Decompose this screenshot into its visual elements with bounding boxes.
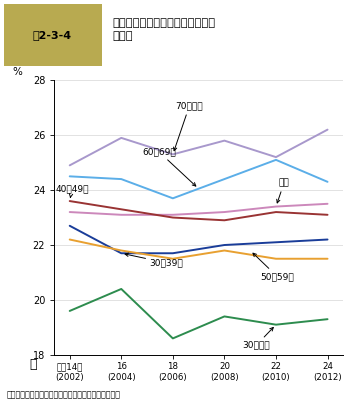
Text: 30～39歳: 30～39歳 [125, 253, 183, 267]
Text: 70歳以上: 70歳以上 [174, 102, 203, 151]
Text: %: % [12, 67, 22, 77]
Text: 平均: 平均 [277, 179, 289, 203]
Text: 世帯主の年齢階層別エンゲル係数
の推移: 世帯主の年齢階層別エンゲル係数 の推移 [112, 18, 215, 41]
Text: 40～49歳: 40～49歳 [55, 184, 89, 198]
Text: 60～69歳: 60～69歳 [142, 147, 196, 186]
Text: 50～59歳: 50～59歳 [253, 253, 294, 281]
Text: 資料：総務省「家計調査」（全国・二人以上の世帯）: 資料：総務省「家計調査」（全国・二人以上の世帯） [7, 390, 121, 399]
FancyBboxPatch shape [4, 4, 101, 66]
Text: 30歳未満: 30歳未満 [243, 328, 273, 350]
Text: 図2-3-4: 図2-3-4 [33, 30, 72, 40]
Text: ～: ～ [29, 358, 37, 371]
